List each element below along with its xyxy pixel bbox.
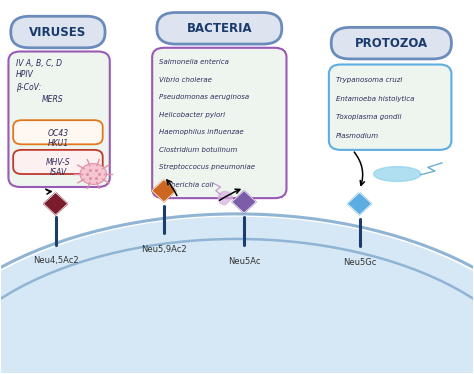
- FancyBboxPatch shape: [331, 27, 451, 59]
- Text: OC43: OC43: [47, 129, 69, 138]
- Polygon shape: [44, 193, 68, 215]
- Text: BACTERIA: BACTERIA: [186, 22, 252, 35]
- Text: β-CoV:: β-CoV:: [16, 83, 41, 92]
- FancyBboxPatch shape: [11, 16, 105, 48]
- Text: Neu5Gc: Neu5Gc: [343, 258, 376, 267]
- Polygon shape: [374, 166, 421, 181]
- Text: MHV-S: MHV-S: [46, 159, 70, 168]
- Text: HPIV: HPIV: [16, 70, 33, 80]
- Polygon shape: [218, 191, 232, 205]
- Text: Escherichia coli: Escherichia coli: [159, 182, 214, 188]
- Text: Vibrio cholerae: Vibrio cholerae: [159, 77, 212, 83]
- Text: ISAV: ISAV: [49, 169, 66, 178]
- FancyBboxPatch shape: [329, 64, 451, 150]
- Text: Neu5Ac: Neu5Ac: [228, 257, 260, 266]
- Text: Helicobacter pylori: Helicobacter pylori: [159, 112, 225, 118]
- FancyBboxPatch shape: [13, 150, 103, 174]
- Text: MERS: MERS: [41, 95, 63, 104]
- Text: Haemophilus influenzae: Haemophilus influenzae: [159, 129, 244, 135]
- Text: Pseudomonas aeruginosa: Pseudomonas aeruginosa: [159, 94, 249, 100]
- Text: IV A, B, C, D: IV A, B, C, D: [16, 59, 62, 68]
- Ellipse shape: [0, 217, 474, 374]
- Polygon shape: [347, 193, 372, 215]
- FancyBboxPatch shape: [157, 12, 282, 44]
- FancyBboxPatch shape: [13, 120, 103, 144]
- Polygon shape: [232, 191, 256, 213]
- Text: HKU1: HKU1: [47, 139, 69, 148]
- Polygon shape: [152, 180, 176, 202]
- Text: Neu5,9Ac2: Neu5,9Ac2: [141, 245, 187, 254]
- FancyBboxPatch shape: [9, 52, 110, 187]
- Text: Plasmodium: Plasmodium: [336, 133, 379, 139]
- Text: PROTOZOA: PROTOZOA: [355, 37, 428, 50]
- Text: Streptoccocus pneumoniae: Streptoccocus pneumoniae: [159, 164, 255, 170]
- Text: VIRUSES: VIRUSES: [29, 25, 87, 39]
- Text: Clostridium botulinum: Clostridium botulinum: [159, 147, 237, 153]
- Text: Toxoplasma gondii: Toxoplasma gondii: [336, 114, 401, 120]
- Text: Salmonella enterica: Salmonella enterica: [159, 59, 229, 65]
- Text: Entamoeba histolytica: Entamoeba histolytica: [336, 96, 414, 102]
- Circle shape: [80, 163, 107, 184]
- Text: Trypanosoma cruzi: Trypanosoma cruzi: [336, 77, 402, 83]
- FancyBboxPatch shape: [152, 48, 286, 198]
- Text: Neu4,5Ac2: Neu4,5Ac2: [33, 256, 78, 265]
